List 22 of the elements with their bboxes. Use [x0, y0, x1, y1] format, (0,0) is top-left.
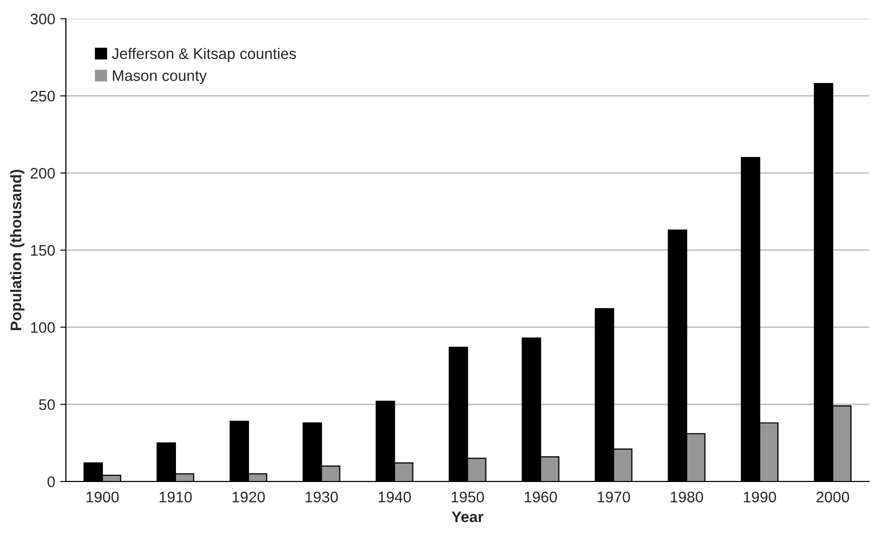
x-tick-label: 1910 [160, 492, 192, 502]
legend-label: Jefferson & Kitsap counties [112, 48, 296, 62]
y-tick-label: 150 [31, 244, 55, 256]
x-tick-label: 2000 [816, 492, 850, 502]
y-tick-label: 50 [39, 399, 55, 410]
y-tick-label: 0 [48, 476, 55, 488]
x-tick-label: 1940 [378, 492, 411, 502]
x-axis-title: Year [452, 512, 484, 522]
y-tick-label: 300 [30, 14, 55, 24]
y-axis-title: Population (thousand) [10, 170, 24, 330]
y-tick-label: 250 [30, 90, 55, 102]
x-tick-label: 1900 [86, 492, 119, 502]
x-tick-label: 1990 [744, 492, 776, 502]
x-tick-label: 1980 [670, 492, 704, 502]
y-tick-label: 100 [31, 322, 55, 333]
x-tick-label: 1920 [232, 492, 265, 502]
legend-label: Mason county [112, 70, 207, 84]
x-tick-label: 1970 [598, 492, 630, 502]
x-tick-label: 1960 [524, 492, 557, 502]
x-tick-label: 1950 [452, 492, 484, 502]
y-tick-label: 200 [30, 168, 55, 179]
x-tick-label: 1930 [306, 492, 338, 502]
